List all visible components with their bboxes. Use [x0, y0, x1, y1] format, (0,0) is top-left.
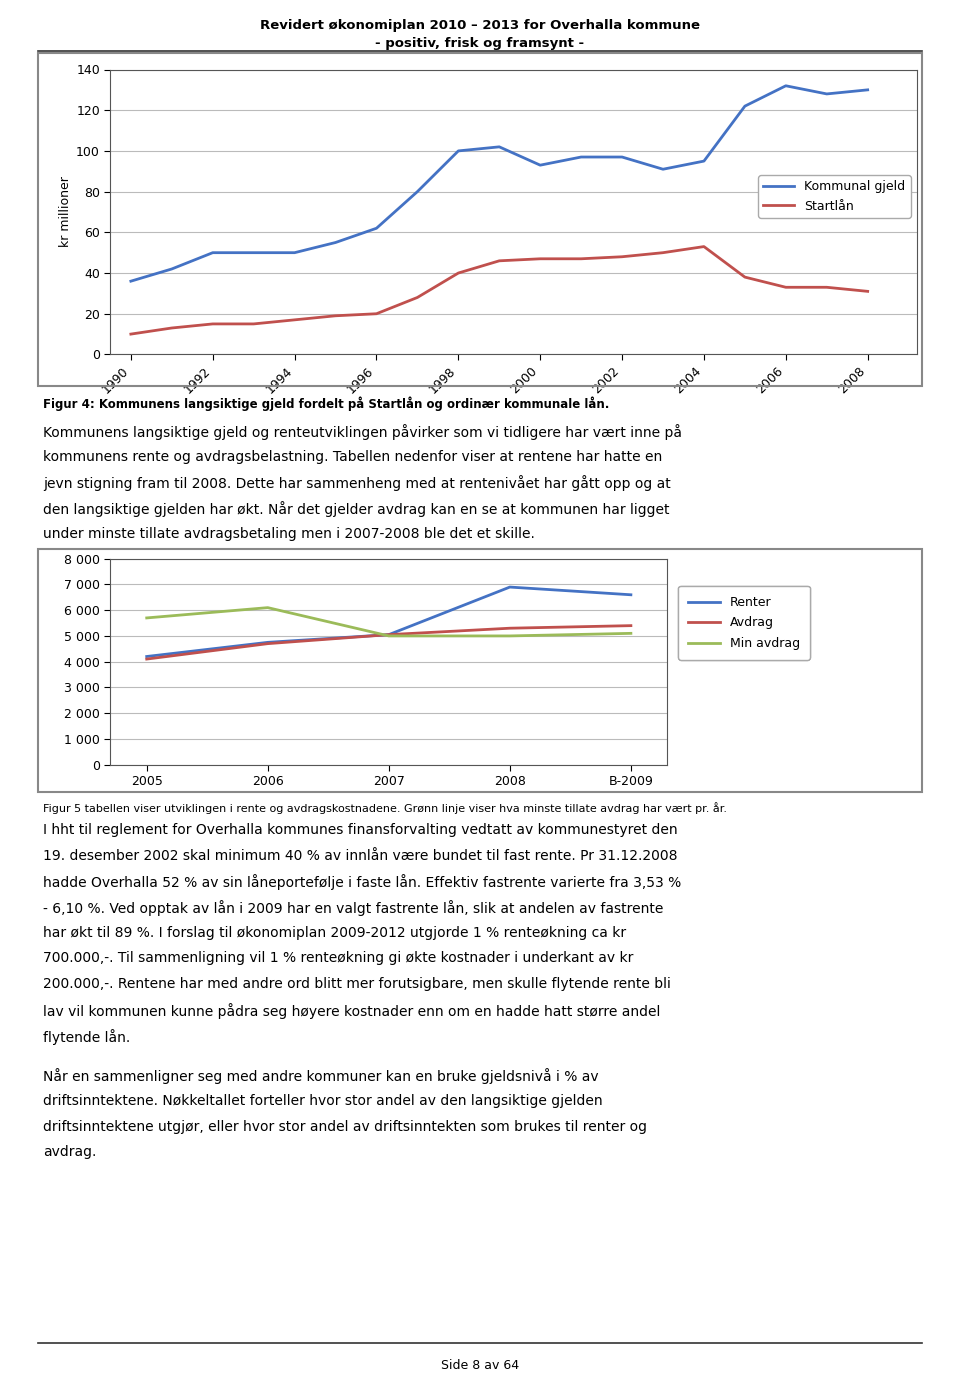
- Text: Revidert økonomiplan 2010 – 2013 for Overhalla kommune: Revidert økonomiplan 2010 – 2013 for Ove…: [260, 18, 700, 32]
- Text: Side 8 av 64: Side 8 av 64: [441, 1359, 519, 1372]
- Legend: Kommunal gjeld, Startlån: Kommunal gjeld, Startlån: [758, 175, 910, 218]
- Text: Kommunens langsiktige gjeld og renteutviklingen påvirker som vi tidligere har væ: Kommunens langsiktige gjeld og renteutvi…: [43, 424, 683, 439]
- Text: driftsinntektene utgjør, eller hvor stor andel av driftsinntekten som brukes til: driftsinntektene utgjør, eller hvor stor…: [43, 1120, 647, 1134]
- Text: kommunens rente og avdragsbelastning. Tabellen nedenfor viser at rentene har hat: kommunens rente og avdragsbelastning. Ta…: [43, 450, 662, 464]
- Text: hadde Overhalla 52 % av sin låneportefølje i faste lån. Effektiv fastrente varie: hadde Overhalla 52 % av sin låneporteføl…: [43, 874, 682, 890]
- Text: 700.000,-. Til sammenligning vil 1 % renteøkning gi økte kostnader i underkant a: 700.000,-. Til sammenligning vil 1 % ren…: [43, 952, 634, 966]
- Text: 19. desember 2002 skal minimum 40 % av innlån være bundet til fast rente. Pr 31.: 19. desember 2002 skal minimum 40 % av i…: [43, 848, 678, 863]
- Text: driftsinntektene. Nøkkeltallet forteller hvor stor andel av den langsiktige gjel: driftsinntektene. Nøkkeltallet forteller…: [43, 1094, 603, 1108]
- Text: Figur 4: Kommunens langsiktige gjeld fordelt på Startlån og ordinær kommunale lå: Figur 4: Kommunens langsiktige gjeld for…: [43, 396, 610, 410]
- Text: I hht til reglement for Overhalla kommunes finansforvalting vedtatt av kommunest: I hht til reglement for Overhalla kommun…: [43, 823, 678, 837]
- Text: den langsiktige gjelden har økt. Når det gjelder avdrag kan en se at kommunen ha: den langsiktige gjelden har økt. Når det…: [43, 500, 670, 517]
- Text: avdrag.: avdrag.: [43, 1145, 97, 1159]
- Text: jevn stigning fram til 2008. Dette har sammenheng med at rentenivået har gått op: jevn stigning fram til 2008. Dette har s…: [43, 475, 671, 491]
- Legend: Renter, Avdrag, Min avdrag: Renter, Avdrag, Min avdrag: [679, 585, 809, 660]
- Y-axis label: kr millioner: kr millioner: [59, 177, 72, 247]
- Text: lav vil kommunen kunne pådra seg høyere kostnader enn om en hadde hatt større an: lav vil kommunen kunne pådra seg høyere …: [43, 1004, 660, 1019]
- Text: - positiv, frisk og framsynt -: - positiv, frisk og framsynt -: [375, 36, 585, 50]
- Text: har økt til 89 %. I forslag til økonomiplan 2009-2012 utgjorde 1 % renteøkning c: har økt til 89 %. I forslag til økonomip…: [43, 926, 626, 940]
- Text: flytende lån.: flytende lån.: [43, 1029, 131, 1044]
- Text: Figur 5 tabellen viser utviklingen i rente og avdragskostnadene. Grønn linje vis: Figur 5 tabellen viser utviklingen i ren…: [43, 802, 728, 815]
- Text: Når en sammenligner seg med andre kommuner kan en bruke gjeldsnivå i % av: Når en sammenligner seg med andre kommun…: [43, 1069, 599, 1084]
- Text: - 6,10 %. Ved opptak av lån i 2009 har en valgt fastrente lån, slik at andelen a: - 6,10 %. Ved opptak av lån i 2009 har e…: [43, 901, 663, 916]
- Text: 200.000,-. Rentene har med andre ord blitt mer forutsigbare, men skulle flytende: 200.000,-. Rentene har med andre ord bli…: [43, 977, 671, 991]
- Text: under minste tillate avdragsbetaling men i 2007-2008 ble det et skille.: under minste tillate avdragsbetaling men…: [43, 527, 535, 541]
